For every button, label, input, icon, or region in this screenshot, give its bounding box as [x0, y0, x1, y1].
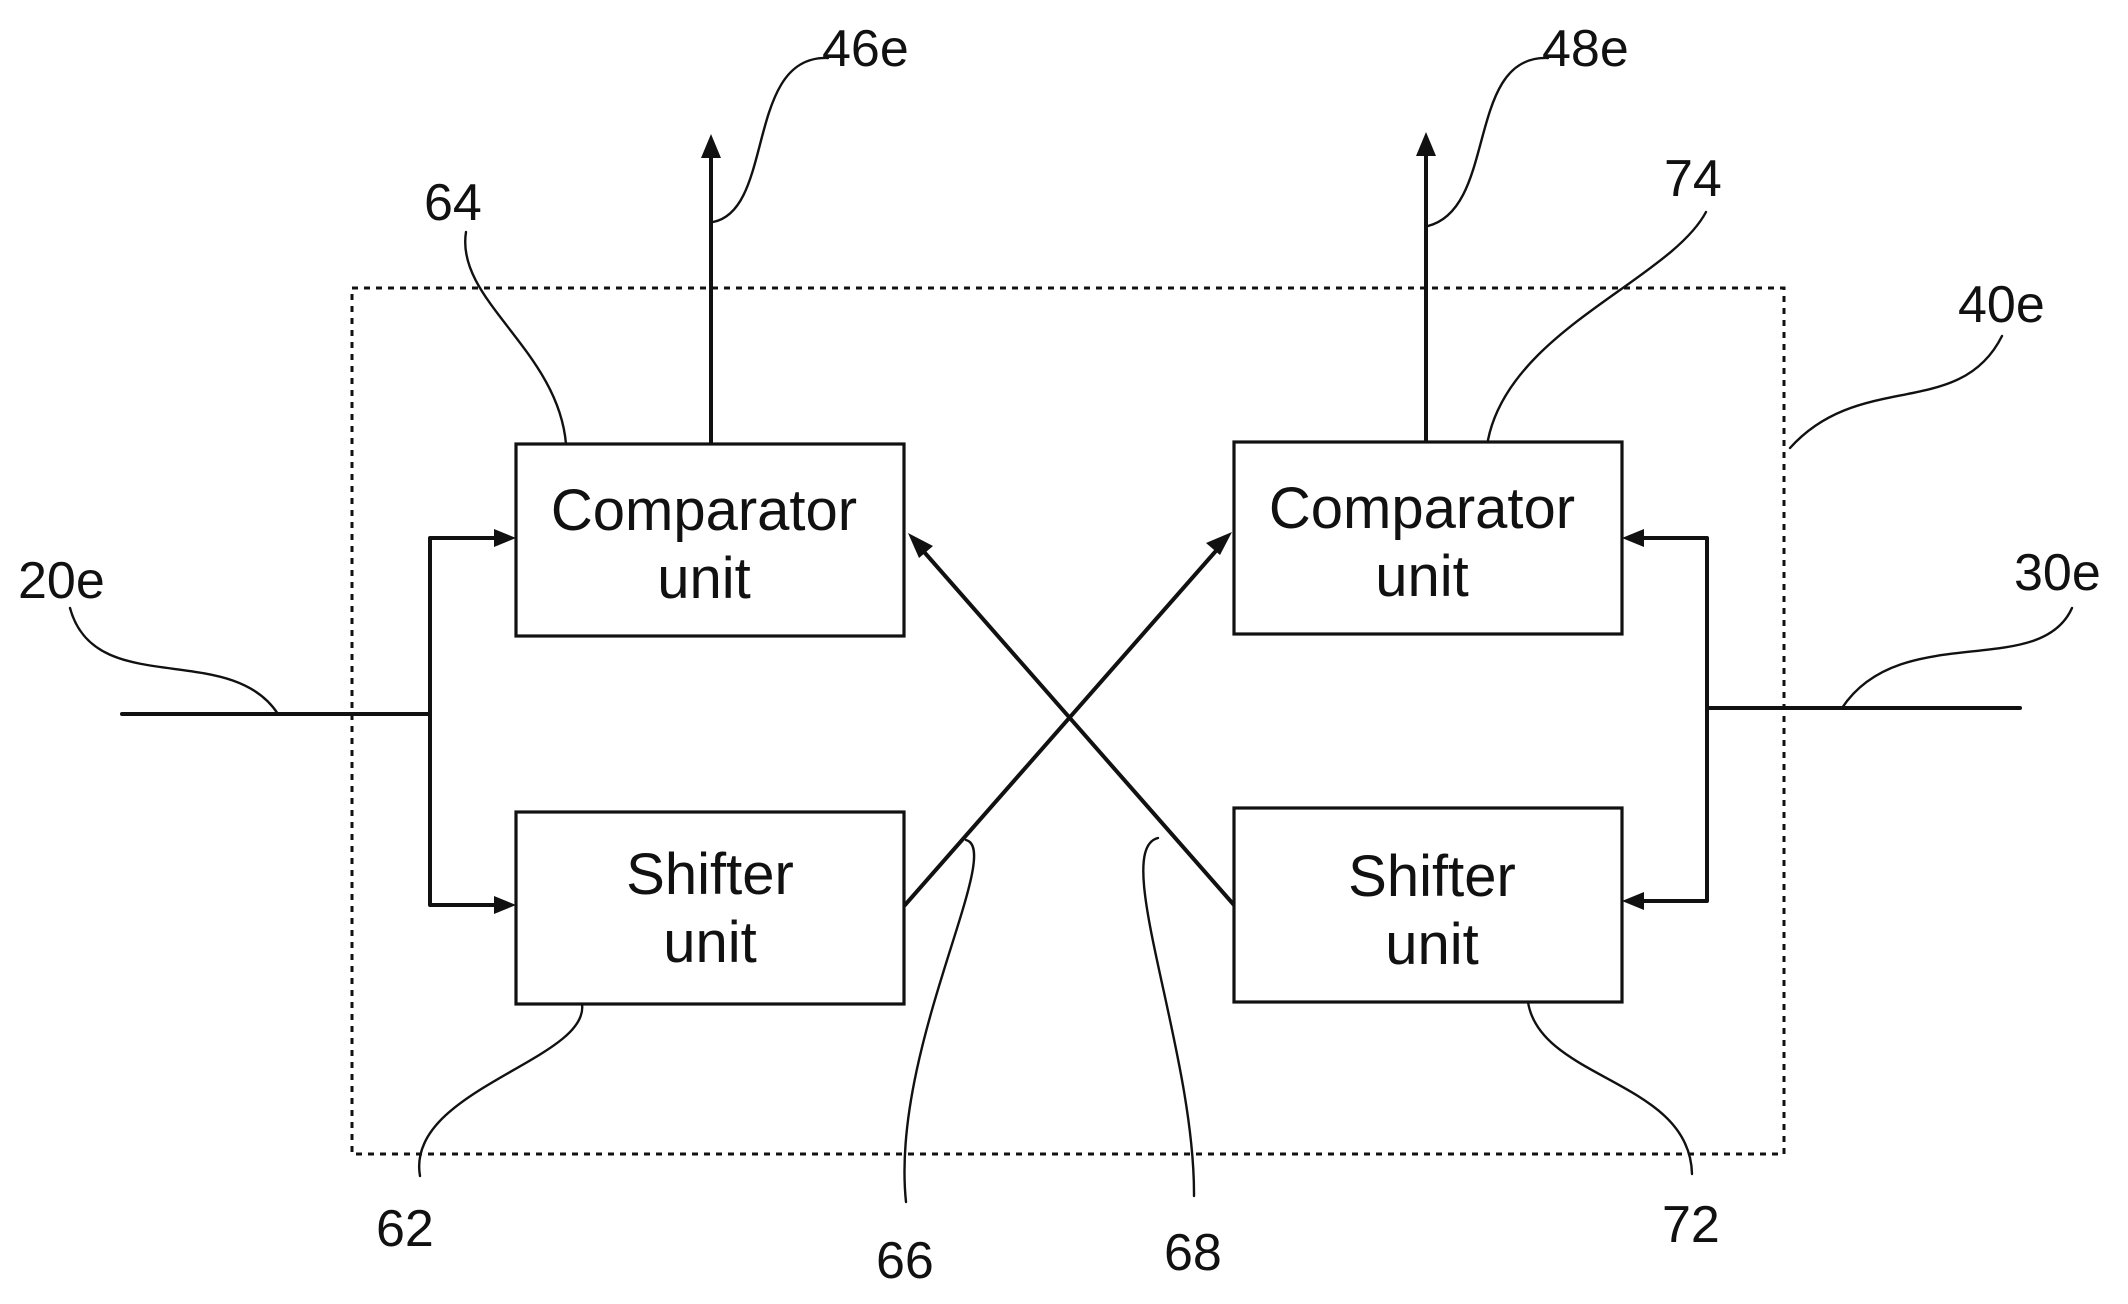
arrowhead-to-shifter-left [494, 896, 516, 914]
input-line-right [1630, 538, 2020, 901]
cross-arrowhead-68 [908, 533, 933, 558]
arrowhead-to-comparator-left [494, 529, 516, 547]
ref-64: 64 [424, 174, 482, 232]
ref-40e: 40e [1958, 276, 2045, 334]
cross-arrowhead-66 [1206, 532, 1232, 555]
ref-66: 66 [876, 1232, 934, 1290]
arrowhead-to-comparator-right [1622, 529, 1644, 547]
arrowhead-to-shifter-right [1622, 892, 1644, 910]
leader-72 [1528, 1002, 1692, 1174]
shifter-unit-left: Shifter unit [516, 812, 904, 1004]
ref-62: 62 [376, 1200, 434, 1258]
comparator-unit-right: Comparator unit [1234, 442, 1622, 634]
ref-48e: 48e [1542, 20, 1629, 78]
ref-74: 74 [1664, 150, 1722, 208]
cross-line-68 [918, 545, 1234, 905]
leader-74 [1488, 212, 1706, 440]
output-arrowhead-right [1416, 132, 1436, 156]
leader-20e [70, 608, 278, 714]
shifter-left-line1: Shifter [626, 842, 794, 907]
ref-46e: 46e [822, 20, 909, 78]
output-arrowhead-left [701, 134, 721, 158]
shifter-unit-right: Shifter unit [1234, 808, 1622, 1002]
comparator-right-line1: Comparator [1269, 476, 1575, 541]
comparator-unit-left: Comparator unit [516, 444, 904, 636]
input-line-left [122, 538, 508, 905]
comparator-right-line2: unit [1375, 544, 1469, 609]
shifter-right-line1: Shifter [1348, 844, 1516, 909]
comparator-left-line2: unit [657, 546, 751, 611]
leader-68 [1143, 838, 1194, 1196]
ref-68: 68 [1164, 1224, 1222, 1282]
leader-46e [713, 58, 828, 222]
leader-48e [1428, 58, 1548, 226]
shifter-left-line2: unit [663, 910, 757, 975]
leader-40e [1790, 336, 2002, 448]
ref-72: 72 [1662, 1196, 1720, 1254]
leader-62 [419, 1004, 582, 1176]
leader-64 [465, 232, 566, 444]
cross-line-66 [905, 544, 1222, 905]
leader-30e [1842, 608, 2072, 708]
ref-30e: 30e [2014, 544, 2101, 602]
ref-20e: 20e [18, 552, 105, 610]
comparator-left-line1: Comparator [551, 478, 857, 543]
shifter-right-line2: unit [1385, 912, 1479, 977]
